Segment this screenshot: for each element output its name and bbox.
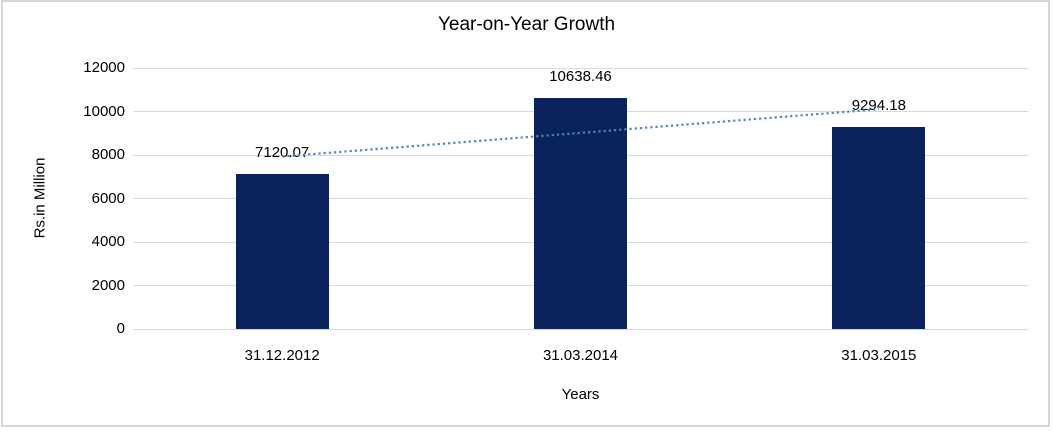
bar-31.03.2014 [534,97,627,329]
data-label: 7120.07 [255,144,310,162]
x-tick-label: 31.03.2015 [841,347,917,364]
bar-31.03.2015 [832,126,926,329]
y-tick-label: 12000 [83,59,125,76]
y-tick-label: 4000 [91,233,125,250]
x-tick-label: 31.03.2014 [542,347,619,364]
data-label: 9294.18 [851,96,906,114]
y-axis-title: Rs.in Million [31,157,49,239]
x-axis-title: Years [561,386,600,403]
y-tick-label: 6000 [91,189,125,207]
chart-title: Year-on-Year Growth [437,14,616,35]
y-tick-label: 8000 [91,146,125,163]
bar-31.12.2012 [235,174,329,329]
data-label: 10638.46 [549,67,612,85]
y-tick-label: 2000 [91,276,125,294]
gridline [133,67,1028,69]
gridline [133,328,1028,330]
x-tick-label: 31.12.2012 [244,347,320,364]
y-tick-label: 0 [116,320,125,337]
y-tick-label: 10000 [83,102,125,120]
